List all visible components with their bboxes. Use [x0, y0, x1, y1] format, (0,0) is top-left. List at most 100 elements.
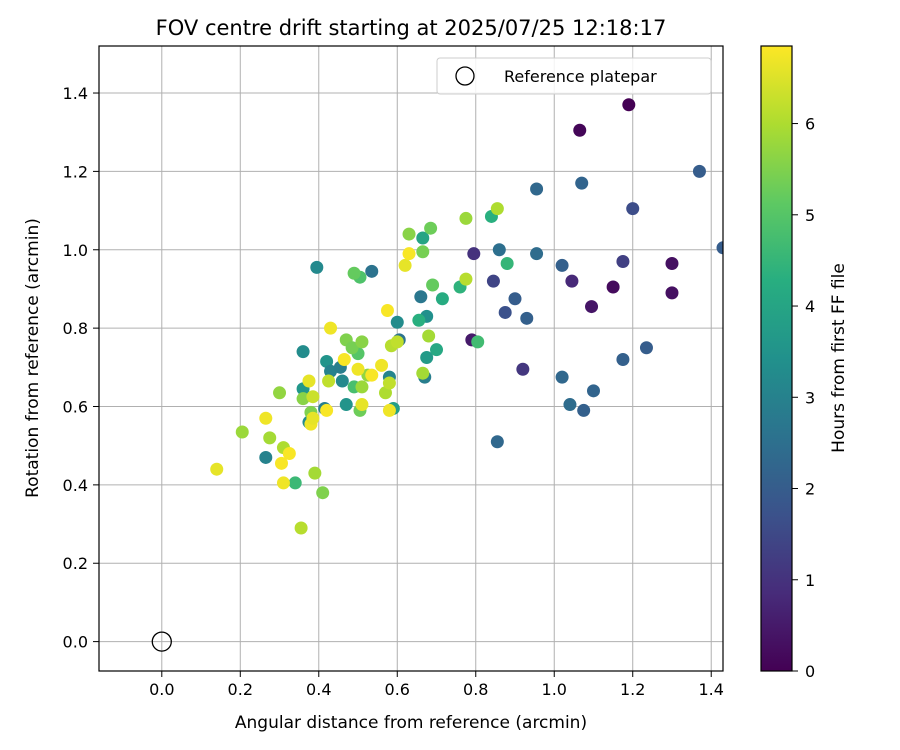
legend-reference-label: Reference platepar — [504, 67, 657, 86]
data-point — [426, 278, 440, 292]
data-point — [310, 260, 324, 274]
data-point — [382, 376, 396, 390]
data-point — [492, 243, 506, 257]
x-tick-label: 1.0 — [542, 680, 567, 699]
y-tick-label: 1.2 — [63, 162, 88, 181]
data-point — [616, 255, 630, 269]
data-point — [308, 466, 322, 480]
data-point — [563, 398, 577, 412]
x-tick-label: 0.6 — [385, 680, 410, 699]
y-axis-ticks: 0.0 0.2 0.4 0.6 0.8 1.0 1.2 1.4 — [63, 84, 99, 652]
data-point — [235, 425, 249, 439]
data-point — [273, 386, 287, 400]
y-tick-label: 0.2 — [63, 554, 88, 573]
data-point — [626, 202, 640, 216]
data-point — [380, 303, 394, 317]
x-tick-label: 0.2 — [228, 680, 253, 699]
data-point — [210, 462, 224, 476]
data-point — [324, 321, 338, 335]
data-point — [500, 256, 514, 270]
x-tick-label: 1.4 — [698, 680, 723, 699]
data-point — [422, 329, 436, 343]
data-point — [296, 392, 310, 406]
data-point — [294, 521, 308, 535]
data-point — [382, 403, 396, 417]
data-point — [259, 411, 273, 425]
y-tick-label: 0.4 — [63, 476, 88, 495]
data-point — [390, 315, 404, 329]
data-point — [412, 313, 426, 327]
data-point — [555, 370, 569, 384]
data-point — [459, 272, 473, 286]
data-point — [345, 341, 359, 355]
data-point — [622, 98, 636, 112]
data-point — [520, 311, 534, 325]
data-point — [335, 374, 349, 388]
data-point — [508, 292, 522, 306]
data-point — [355, 380, 369, 394]
x-axis-ticks: 0.0 0.2 0.4 0.6 0.8 1.0 1.2 1.4 — [149, 671, 724, 699]
data-point — [716, 241, 723, 255]
data-point — [555, 258, 569, 272]
y-tick-label: 0.8 — [63, 319, 88, 338]
data-point — [322, 374, 336, 388]
data-point — [459, 211, 473, 225]
reference-platepar-marker — [151, 631, 172, 652]
data-point — [616, 352, 630, 366]
y-tick-label: 0.6 — [63, 398, 88, 417]
colorbar-tick-label: 3 — [805, 388, 815, 407]
data-point — [424, 221, 438, 235]
data-point — [402, 227, 416, 241]
data-point — [263, 431, 277, 445]
data-point — [365, 368, 379, 382]
data-point — [516, 362, 530, 376]
data-point — [486, 274, 500, 288]
data-point — [692, 164, 706, 178]
data-point — [530, 182, 544, 196]
x-tick-label: 0.4 — [306, 680, 331, 699]
data-point — [467, 247, 481, 261]
data-point — [665, 256, 679, 270]
grid-lines — [99, 46, 723, 671]
colorbar-tick-label: 4 — [805, 297, 815, 316]
data-point — [565, 274, 579, 288]
data-point — [316, 486, 330, 500]
data-point — [306, 390, 320, 404]
data-point — [398, 258, 412, 272]
data-point — [351, 362, 365, 376]
data-point — [378, 386, 392, 400]
data-point — [306, 411, 320, 425]
data-point — [577, 403, 591, 417]
y-tick-label: 1.0 — [63, 241, 88, 260]
data-point — [302, 374, 316, 388]
data-point — [639, 341, 653, 355]
y-tick-label: 0.0 — [63, 633, 88, 652]
colorbar-tick-label: 2 — [805, 480, 815, 499]
colorbar-tick-label: 5 — [805, 206, 815, 225]
data-point — [606, 280, 620, 294]
data-point — [355, 335, 369, 349]
data-point — [347, 266, 361, 280]
data-point — [259, 450, 273, 464]
x-axis-label: Angular distance from reference (arcmin) — [235, 713, 587, 733]
x-tick-label: 1.2 — [620, 680, 645, 699]
y-axis-label: Rotation from reference (arcmin) — [23, 218, 43, 498]
data-point — [416, 245, 430, 259]
data-points — [210, 98, 723, 535]
colorbar-tick-label: 1 — [805, 571, 815, 590]
data-point — [276, 476, 290, 490]
data-point — [498, 305, 512, 319]
y-tick-label: 1.4 — [63, 84, 88, 103]
data-point — [471, 335, 485, 349]
colorbar-gradient — [760, 45, 793, 672]
data-point — [435, 292, 449, 306]
data-point — [390, 335, 404, 349]
legend-box — [436, 57, 712, 95]
data-point — [665, 286, 679, 300]
colorbar: 0 1 2 3 4 5 6 Hours from first FF file — [760, 45, 849, 681]
data-point — [375, 358, 389, 372]
data-point — [420, 351, 434, 365]
data-point — [430, 343, 444, 357]
chart-title: FOV centre drift starting at 2025/07/25 … — [156, 16, 667, 40]
